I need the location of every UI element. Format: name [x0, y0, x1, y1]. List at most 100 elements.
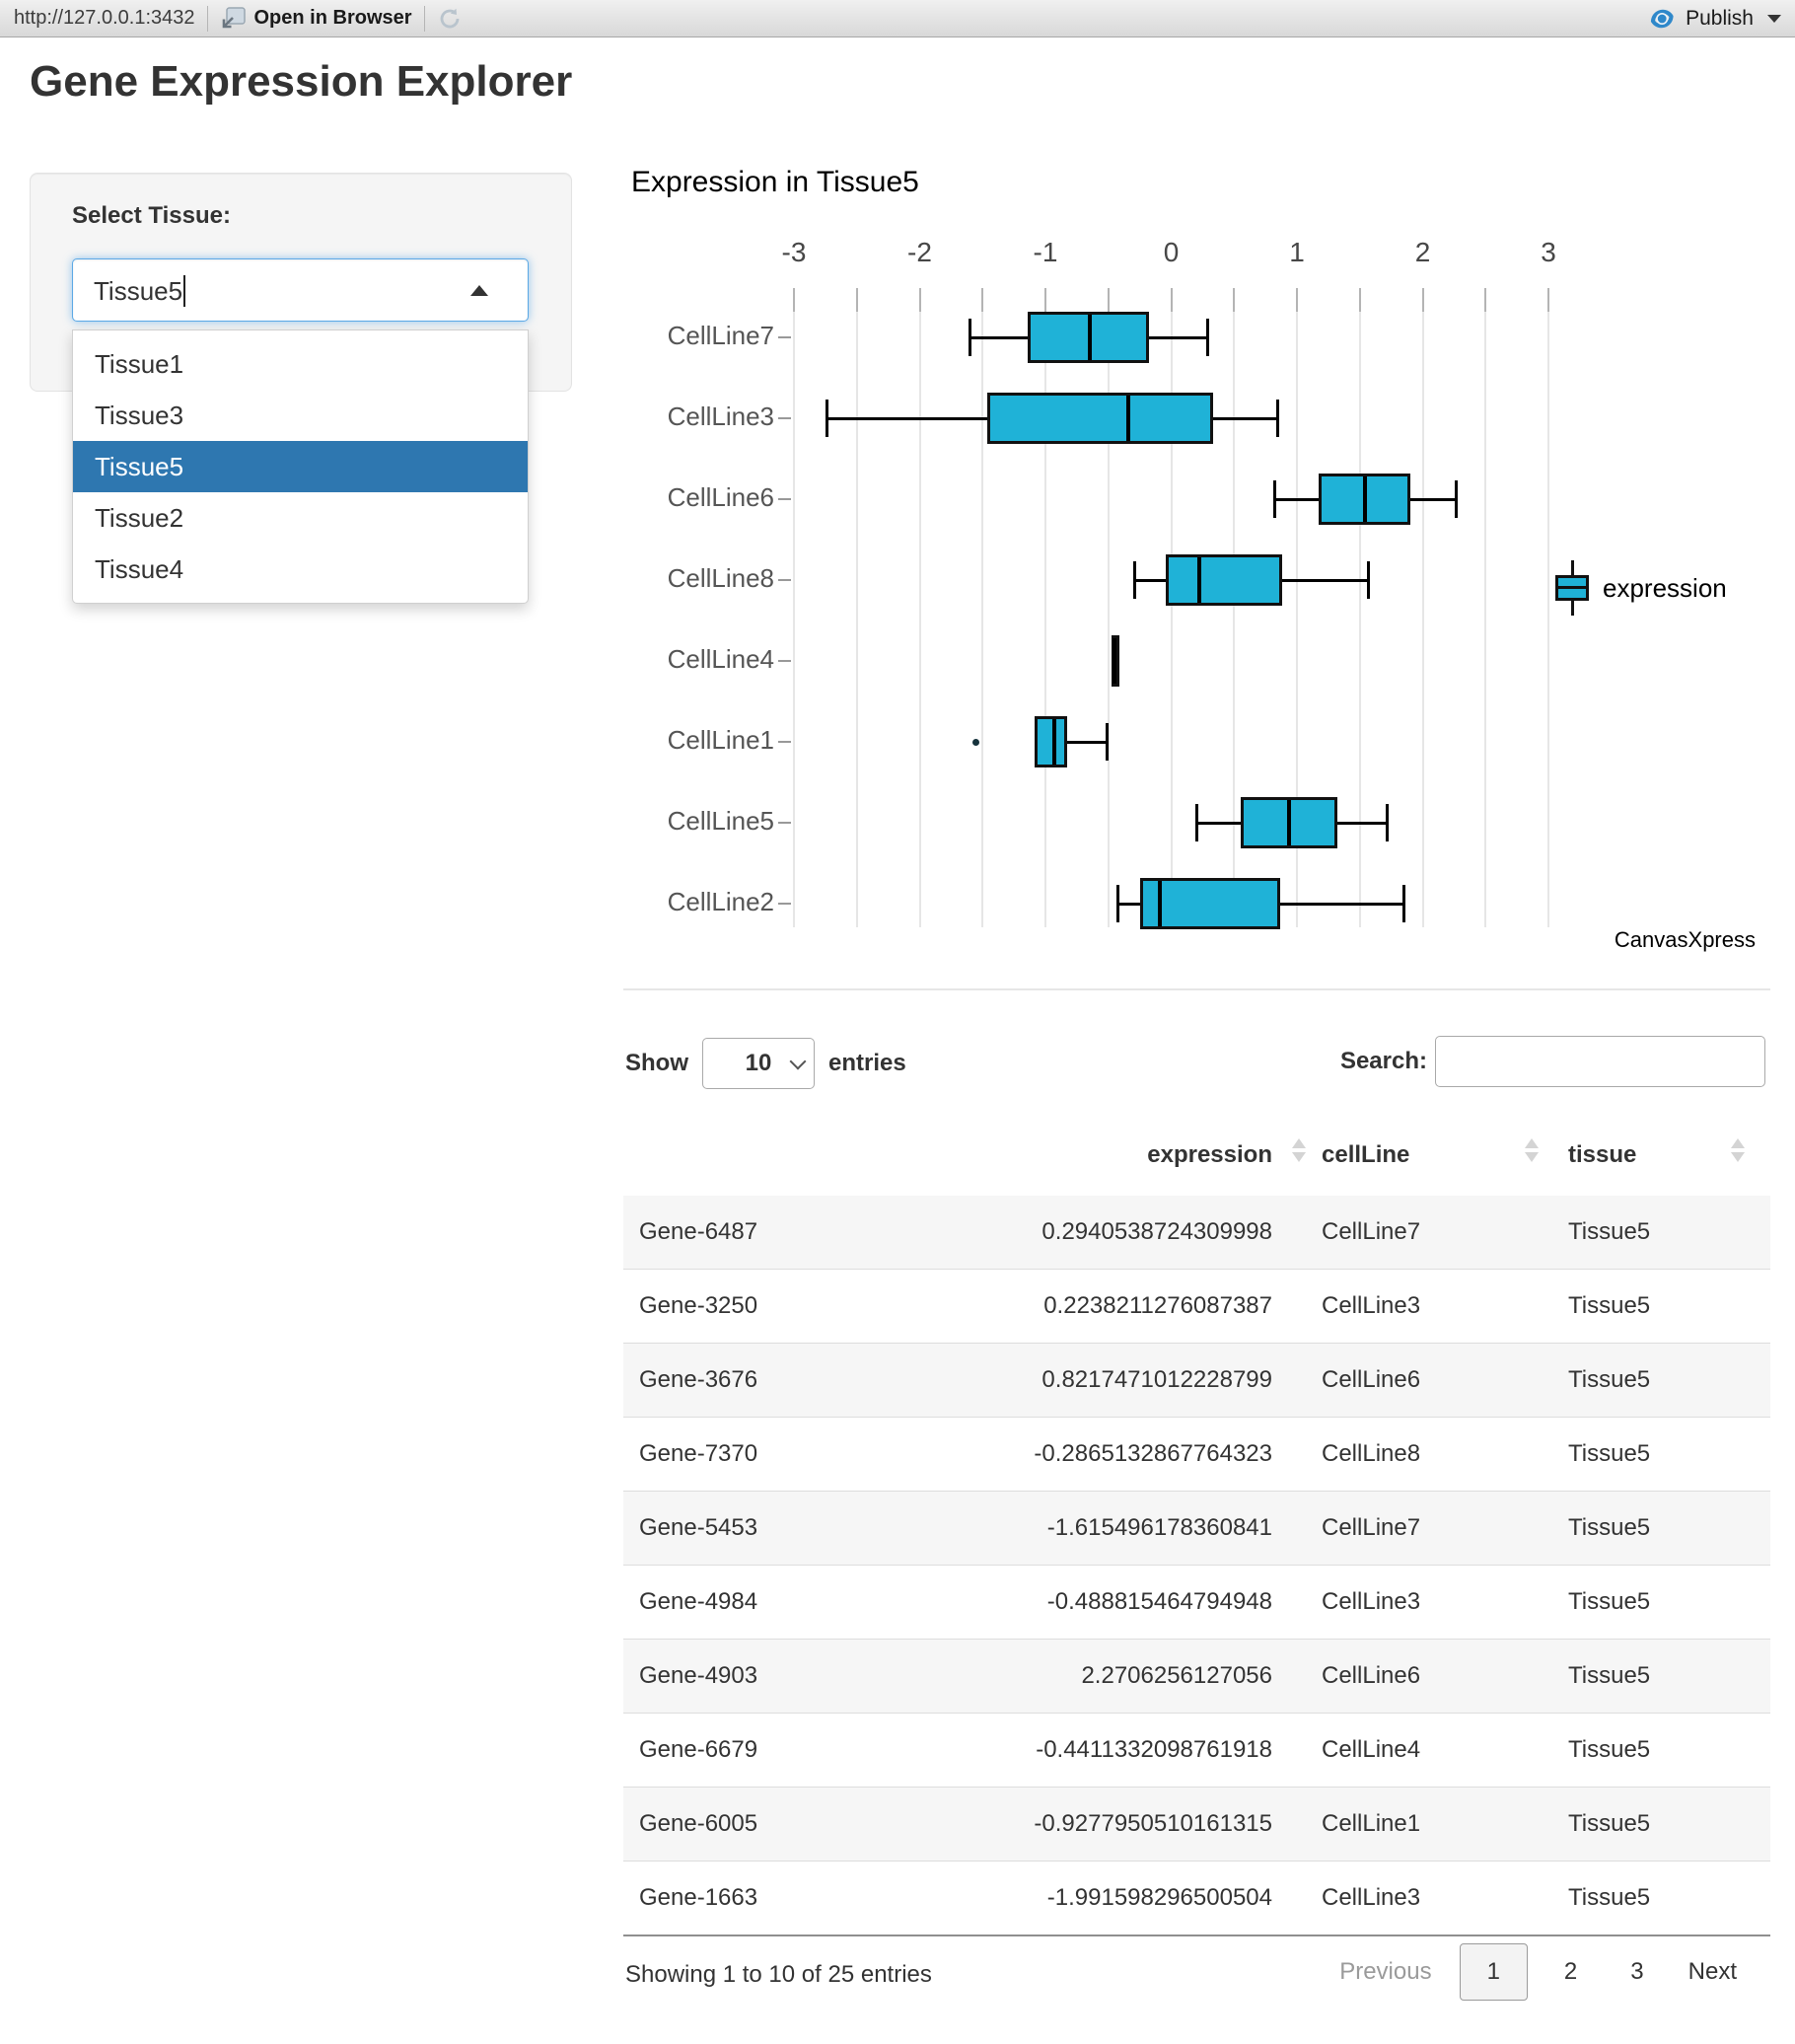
y-axis-category-label: CellLine7	[667, 321, 774, 350]
legend-boxplot-icon	[1553, 557, 1593, 619]
cell-gene: Gene-1663	[639, 1884, 758, 1911]
toolbar-divider	[206, 5, 208, 32]
pagination-next[interactable]: Next	[1687, 1958, 1737, 1985]
whisker-cap-min	[1194, 804, 1198, 841]
column-header-label: tissue	[1568, 1141, 1637, 1168]
table-row: Gene-6487 0.2940538724309998 CellLine7 Tiss…	[623, 1196, 1770, 1269]
sort-desc-arrow	[1731, 1152, 1745, 1162]
sort-both-icon[interactable]	[1525, 1138, 1539, 1162]
table-row: Gene-5453 -1.615496178360841 CellLine7 Tiss…	[623, 1491, 1770, 1565]
gridline	[1547, 312, 1549, 927]
table-row: Gene-7370 -0.2865132867764323 CellLine8 Tis…	[623, 1417, 1770, 1491]
y-axis-tick	[778, 336, 791, 338]
pagination-page-2[interactable]: 2	[1563, 1958, 1578, 1985]
dropdown-option-tissue4[interactable]: Tissue4	[95, 553, 184, 584]
dropdown-option-tissue3[interactable]: Tissue3	[95, 400, 184, 430]
whisker-cap-min	[825, 400, 828, 437]
pagination-previous[interactable]: Previous	[1339, 1958, 1432, 1985]
cell-gene: Gene-3250	[639, 1292, 758, 1319]
expression-boxplot-chart: Expression in Tissue5 expression CanvasX…	[621, 138, 1795, 1006]
cell-tissue: Tissue5	[1568, 1440, 1651, 1467]
y-axis-tick	[778, 903, 791, 905]
box-cellline4	[1112, 635, 1120, 687]
tissue-select-input[interactable]: Tissue5	[72, 258, 529, 322]
cell-gene: Gene-6679	[639, 1736, 758, 1763]
legend-label: expression	[1603, 572, 1727, 603]
gridline	[1170, 312, 1173, 927]
whisker-cap-max	[1205, 319, 1209, 356]
refresh-button[interactable]	[437, 6, 463, 32]
publish-button[interactable]: Publish	[1646, 0, 1781, 36]
x-axis-tick	[1233, 288, 1236, 312]
x-axis-tick-label: 1	[1289, 237, 1305, 267]
x-axis-tick-label: -3	[781, 237, 807, 267]
pagination-page-3[interactable]: 3	[1630, 1958, 1644, 1985]
address-bar[interactable]: http://127.0.0.1:3432	[14, 7, 195, 29]
open-in-browser-button[interactable]: Open in Browser	[220, 6, 412, 31]
cell-tissue: Tissue5	[1568, 1736, 1651, 1763]
x-axis-tick	[1107, 288, 1110, 312]
whisker-cap-max	[1367, 561, 1371, 599]
box-cellline6	[1318, 474, 1410, 525]
select-chevron-icon	[789, 1053, 807, 1070]
cell-expression: -0.9277950510161315	[1034, 1810, 1272, 1837]
table-row: Gene-3676 0.8217471012228799 CellLine6 Tiss…	[623, 1343, 1770, 1417]
y-axis-tick	[778, 417, 791, 419]
box-cellline5	[1240, 797, 1337, 848]
median-line	[1087, 315, 1092, 360]
page-length-select[interactable]: 10	[702, 1038, 815, 1089]
whisker-cap-min	[969, 319, 971, 356]
dropdown-option-tissue1[interactable]: Tissue1	[95, 348, 184, 379]
x-axis-tick	[1170, 288, 1173, 312]
gridline	[1358, 312, 1361, 927]
y-axis-tick	[778, 579, 791, 581]
cell-cellline: CellLine4	[1322, 1736, 1421, 1763]
column-header-cellLine[interactable]: cellLine	[1308, 1115, 1544, 1196]
tissue-select-label: Select Tissue:	[72, 202, 231, 229]
whisker-line	[1034, 740, 1108, 744]
table-row: Gene-6679 -0.4411332098761918 CellLine4 Tis…	[623, 1713, 1770, 1787]
cell-gene: Gene-6005	[639, 1810, 758, 1837]
whisker-cap-min	[1116, 885, 1120, 922]
cell-tissue: Tissue5	[1568, 1662, 1651, 1689]
median-line	[1158, 881, 1163, 926]
cell-tissue: Tissue5	[1568, 1292, 1651, 1319]
pagination-page-1[interactable]: 1	[1459, 1943, 1528, 2001]
dropdown-option-tissue2[interactable]: Tissue2	[95, 502, 184, 533]
gridline	[1107, 312, 1110, 927]
publish-caret-icon[interactable]	[1767, 14, 1781, 23]
select-caret-up-icon[interactable]	[470, 285, 488, 296]
cell-cellline: CellLine3	[1322, 1588, 1421, 1615]
cell-tissue: Tissue5	[1568, 1884, 1651, 1911]
search-input[interactable]	[1435, 1036, 1765, 1087]
x-axis-tick-label: -1	[1033, 237, 1058, 267]
table-body: Gene-6487 0.2940538724309998 CellLine7 Tiss…	[623, 1196, 1770, 1936]
table-row: Gene-1663 -1.991598296500504 CellLine3 Tiss…	[623, 1861, 1770, 1934]
cell-cellline: CellLine6	[1322, 1662, 1421, 1689]
y-axis-category-label: CellLine5	[667, 806, 774, 836]
y-axis-category-label: CellLine2	[667, 887, 774, 916]
sort-both-icon[interactable]	[1292, 1138, 1306, 1162]
column-header-tissue[interactable]: tissue	[1544, 1115, 1770, 1196]
tissue-dropdown: Tissue1 Tissue3 Tissue5 Tissue2 Tissue4	[72, 329, 529, 604]
cell-expression: 2.2706256127056	[1081, 1662, 1272, 1689]
sort-both-icon[interactable]	[1731, 1138, 1745, 1162]
median-line	[1362, 476, 1367, 522]
cell-cellline: CellLine3	[1322, 1884, 1421, 1911]
cell-cellline: CellLine6	[1322, 1366, 1421, 1393]
outlier-point	[972, 738, 980, 746]
whisker-cap-max	[1386, 804, 1390, 841]
cell-cellline: CellLine1	[1322, 1810, 1421, 1837]
table-top-divider	[623, 988, 1770, 990]
table-row: Gene-4984 -0.488815464794948 CellLine3 Tiss…	[623, 1565, 1770, 1639]
sort-desc-arrow	[1525, 1152, 1539, 1162]
column-header-expression[interactable]: expression	[990, 1115, 1308, 1196]
cell-expression: -0.488815464794948	[1046, 1588, 1272, 1615]
sort-desc-arrow	[1292, 1152, 1306, 1162]
dropdown-option-tissue5[interactable]: Tissue5	[73, 441, 528, 492]
sort-asc-arrow	[1525, 1138, 1539, 1148]
y-axis-tick	[778, 741, 791, 743]
x-axis-tick	[1044, 288, 1046, 312]
publish-icon	[1646, 7, 1678, 31]
